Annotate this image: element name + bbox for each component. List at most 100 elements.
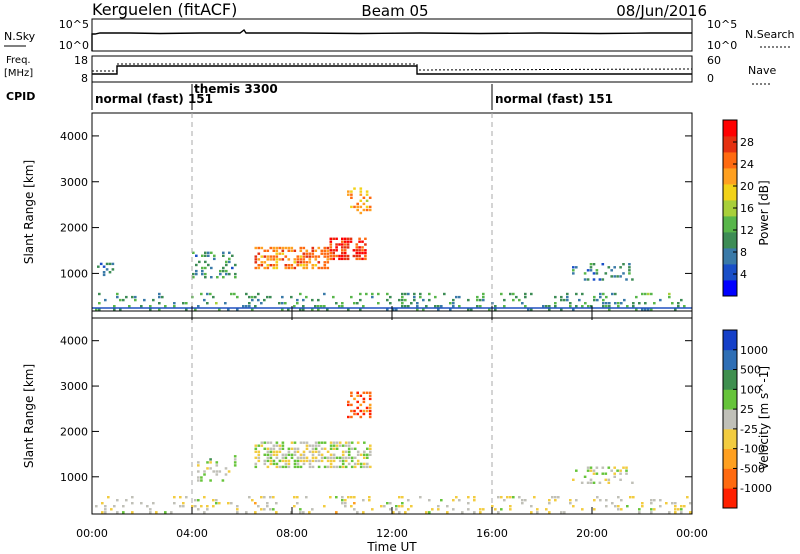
data-cell (587, 305, 590, 308)
data-cell (311, 298, 314, 302)
data-cell (260, 261, 264, 264)
data-cell (392, 511, 395, 514)
data-cell (314, 441, 318, 444)
data-cell (251, 295, 254, 299)
data-cell (269, 450, 273, 453)
data-cell (341, 243, 344, 246)
data-cell (254, 511, 257, 514)
data-cell (341, 237, 344, 240)
data-cell (443, 292, 446, 296)
data-cell (284, 465, 288, 469)
data-cell (305, 447, 309, 450)
data-cell (192, 251, 195, 254)
data-cell (287, 308, 290, 311)
data-cell (275, 246, 279, 250)
data-cell (204, 272, 207, 276)
colorbar-segment (723, 136, 737, 153)
data-cell (503, 499, 506, 502)
data-cell (653, 508, 656, 511)
data-cell (362, 202, 366, 206)
data-cell (203, 473, 206, 476)
data-cell (329, 257, 333, 261)
data-cell (479, 305, 482, 308)
data-cell (206, 508, 209, 511)
data-cell (341, 257, 344, 261)
data-cell (518, 298, 521, 302)
colorbar-segment (723, 488, 737, 509)
data-cell (572, 505, 575, 508)
colorbar-segment (723, 248, 737, 265)
data-cell (619, 469, 622, 472)
data-cell (338, 465, 342, 469)
data-cell (116, 292, 119, 296)
data-cell (431, 508, 434, 511)
data-cell (356, 453, 360, 456)
data-cell (554, 302, 557, 305)
data-cell (209, 479, 212, 482)
data-cell (524, 295, 527, 299)
data-cell (317, 255, 321, 258)
data-cell (583, 272, 587, 275)
data-cell (628, 266, 631, 269)
data-cell (305, 264, 309, 267)
data-cell (659, 499, 662, 502)
data-cell (583, 475, 587, 478)
data-cell (631, 278, 634, 281)
data-cell (364, 237, 367, 240)
data-cell (266, 447, 270, 450)
data-cell (614, 302, 617, 305)
data-cell (343, 246, 347, 249)
data-cell (616, 469, 619, 472)
data-cell (209, 461, 212, 464)
data-cell (200, 292, 203, 296)
data-cell (449, 308, 452, 311)
data-cell (344, 499, 347, 502)
data-cell (575, 266, 578, 269)
data-cell (197, 461, 200, 464)
data-cell (347, 496, 350, 499)
data-cell (593, 508, 596, 511)
data-cell (622, 466, 625, 469)
data-cell (218, 502, 221, 505)
data-cell (628, 263, 631, 266)
data-cell (269, 456, 273, 459)
data-cell (320, 456, 324, 459)
data-cell (512, 292, 515, 296)
data-cell (98, 302, 101, 305)
data-cell (377, 302, 380, 305)
data-cell (650, 502, 653, 505)
data-cell (170, 511, 173, 514)
data-cell (113, 505, 116, 508)
colorbar-tick-label: 16 (740, 202, 754, 215)
x-tick-label: 16:00 (476, 527, 508, 540)
data-cell (353, 502, 356, 505)
data-cell (260, 441, 264, 444)
data-cell (350, 391, 353, 394)
data-cell (548, 502, 551, 505)
data-cell (311, 450, 315, 453)
x-tick-label: 04:00 (176, 527, 208, 540)
data-cell (296, 258, 300, 261)
data-cell (272, 444, 276, 447)
colorbar-segment (723, 120, 737, 137)
data-cell (369, 447, 372, 450)
colorbar-tick-label: 8 (740, 246, 747, 259)
data-cell (434, 305, 437, 308)
data-cell (350, 193, 353, 196)
data-cell (395, 508, 398, 511)
data-cell (350, 465, 354, 469)
data-cell (512, 298, 515, 302)
data-cell (356, 441, 360, 444)
data-cell (341, 456, 345, 459)
data-cell (218, 308, 221, 311)
data-cell (275, 264, 279, 267)
data-cell (236, 508, 239, 511)
data-cell (350, 447, 354, 450)
data-cell (641, 505, 644, 508)
data-cell (355, 243, 359, 246)
data-cell (545, 305, 548, 308)
data-cell (626, 305, 629, 308)
data-cell (341, 459, 345, 463)
data-cell (263, 508, 266, 511)
data-cell (437, 308, 440, 311)
